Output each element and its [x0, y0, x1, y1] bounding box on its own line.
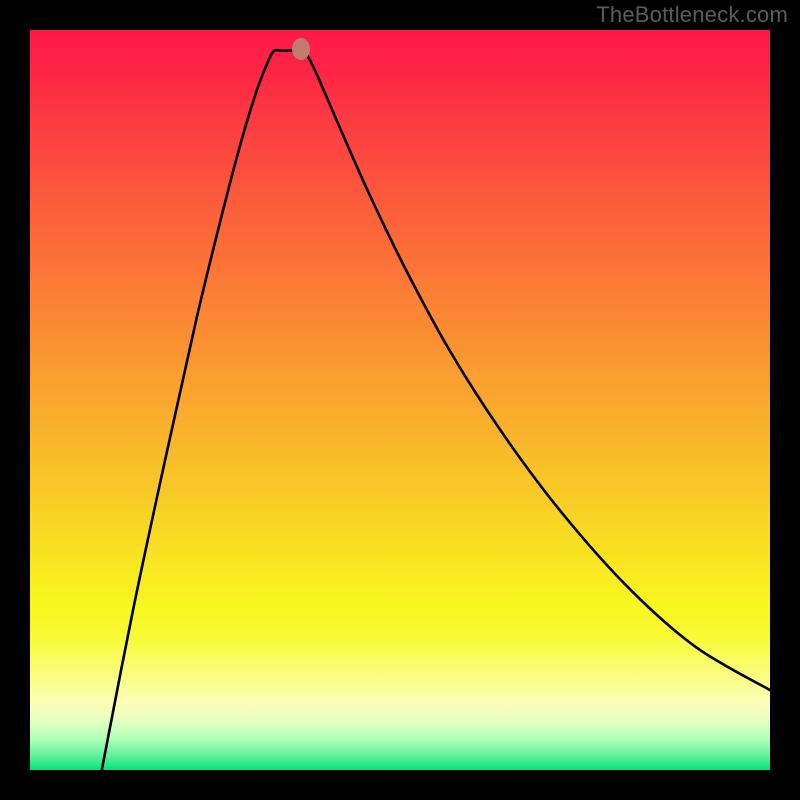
curve-path	[102, 50, 770, 770]
watermark-text: TheBottleneck.com	[596, 2, 788, 28]
chart-frame: TheBottleneck.com	[0, 0, 800, 800]
optimum-marker	[292, 38, 310, 60]
plot-area	[30, 30, 770, 770]
bottleneck-curve	[30, 30, 770, 770]
